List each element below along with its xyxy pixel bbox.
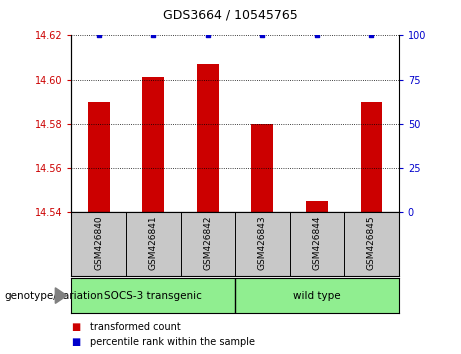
Text: ■: ■ <box>71 322 81 332</box>
Text: SOCS-3 transgenic: SOCS-3 transgenic <box>104 291 202 301</box>
Bar <box>197 64 219 212</box>
Text: GSM426840: GSM426840 <box>94 216 103 270</box>
Text: GDS3664 / 10545765: GDS3664 / 10545765 <box>163 9 298 22</box>
Bar <box>306 201 328 212</box>
Bar <box>142 78 164 212</box>
Text: percentile rank within the sample: percentile rank within the sample <box>90 337 255 347</box>
Point <box>313 33 321 38</box>
Bar <box>361 102 382 212</box>
Point <box>368 33 375 38</box>
Bar <box>252 124 273 212</box>
Text: wild type: wild type <box>293 291 341 301</box>
Text: ■: ■ <box>71 337 81 347</box>
Text: GSM426841: GSM426841 <box>149 216 158 270</box>
Text: transformed count: transformed count <box>90 322 181 332</box>
Point <box>259 33 266 38</box>
Text: genotype/variation: genotype/variation <box>5 291 104 301</box>
Text: GSM426845: GSM426845 <box>367 216 376 270</box>
Point <box>204 33 212 38</box>
Bar <box>88 102 110 212</box>
Text: GSM426842: GSM426842 <box>203 216 213 270</box>
Text: GSM426843: GSM426843 <box>258 216 267 270</box>
Point <box>95 33 102 38</box>
Point <box>149 33 157 38</box>
Text: GSM426844: GSM426844 <box>313 216 321 270</box>
